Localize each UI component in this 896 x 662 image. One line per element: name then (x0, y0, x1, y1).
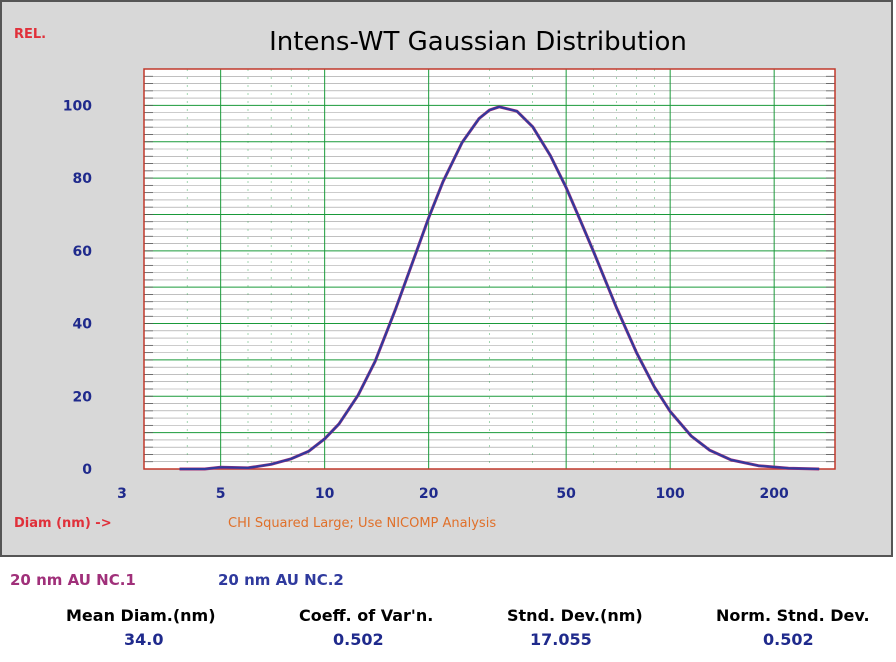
stnd-dev-label: Stnd. Dev.(nm) (507, 606, 643, 625)
chart-svg: 0 20 40 60 80 100 3 5 10 20 50 100 200 REL. Intens-W… (14, 27, 836, 531)
norm-stnd-dev-value: 0.502 (763, 630, 814, 649)
series-line-2 (179, 105, 820, 470)
y-tick-label: 100 (63, 98, 92, 114)
y-tick-label: 80 (73, 171, 93, 187)
x-tick-label: 20 (419, 486, 439, 502)
x-tick-label: 5 (216, 486, 226, 502)
mean-diam-value: 34.0 (124, 630, 164, 649)
x-tick-label: 100 (656, 486, 685, 502)
x-tick-label: 10 (315, 486, 335, 502)
y-unit-label: REL. (14, 27, 46, 42)
x-tick-label: 200 (760, 486, 789, 502)
x-tick-label: 3 (117, 486, 127, 502)
y-tick-label: 20 (73, 389, 93, 405)
legend-series-2-label: 20 nm AU NC.2 (218, 571, 344, 589)
grid-layer (143, 68, 836, 470)
y-tick-label: 0 (82, 462, 92, 478)
legend-series-1: 20 nm AU NC.1 (10, 571, 136, 589)
stnd-dev-value: 17.055 (530, 630, 592, 649)
tick-layer: 0 20 40 60 80 100 3 5 10 20 50 100 200 (63, 98, 789, 502)
coeff-var-label: Coeff. of Var'n. (299, 606, 434, 625)
chart-title: Intens-WT Gaussian Distribution (269, 27, 687, 57)
x-tick-label: 50 (556, 486, 576, 502)
legend-series-2: 20 nm AU NC.2 (218, 571, 344, 589)
y-tick-label: 60 (73, 244, 93, 260)
plot-border (143, 68, 836, 470)
legend-series-1-label: 20 nm AU NC.1 (10, 571, 136, 589)
analysis-warning: CHI Squared Large; Use NICOMP Analysis (228, 516, 496, 531)
mean-diam-label: Mean Diam.(nm) (66, 606, 216, 625)
series-layer (179, 105, 820, 471)
norm-stnd-dev-label: Norm. Stnd. Dev. (716, 606, 870, 625)
coeff-var-value: 0.502 (333, 630, 384, 649)
x-axis-label: Diam (nm) -> (14, 516, 112, 531)
y-tick-label: 40 (73, 317, 93, 333)
